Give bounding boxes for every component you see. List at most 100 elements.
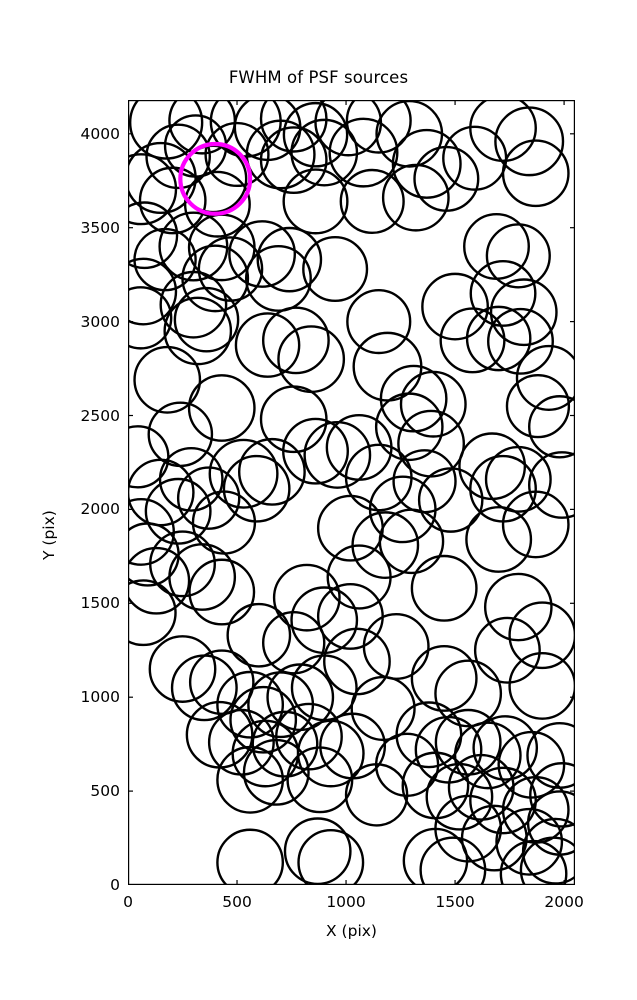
source-circle bbox=[487, 307, 554, 375]
source-circle bbox=[158, 446, 224, 512]
source-circle bbox=[339, 168, 405, 235]
source-circle bbox=[494, 106, 565, 177]
source-circle bbox=[191, 490, 257, 555]
y-tick-label: 1000 bbox=[80, 688, 120, 707]
y-tick-label: 3500 bbox=[80, 218, 120, 237]
page-title: FWHM of PSF sources bbox=[228, 68, 409, 87]
source-circle bbox=[234, 312, 301, 378]
source-circle bbox=[282, 417, 349, 485]
source-circle bbox=[145, 123, 211, 190]
y-tick-label: 2500 bbox=[80, 406, 120, 425]
source-circle bbox=[183, 170, 251, 238]
source-circle bbox=[128, 579, 177, 647]
y-tick-label: 2000 bbox=[80, 500, 120, 519]
source-circle bbox=[465, 505, 533, 573]
source-circle bbox=[181, 244, 250, 313]
source-circle bbox=[483, 572, 553, 642]
source-circle bbox=[485, 223, 551, 289]
source-circle bbox=[417, 467, 484, 533]
source-circle bbox=[158, 211, 229, 282]
source-circle bbox=[381, 163, 450, 232]
x-tick-label: 0 bbox=[123, 893, 133, 911]
x-tick-label: 2000 bbox=[544, 893, 584, 911]
source-circle bbox=[515, 344, 575, 411]
source-circle bbox=[261, 611, 326, 675]
source-circle bbox=[256, 226, 323, 293]
source-circle bbox=[283, 817, 352, 885]
source-circle bbox=[282, 168, 349, 235]
source-circle bbox=[519, 836, 575, 885]
source-circle bbox=[350, 675, 416, 742]
source-circle bbox=[302, 235, 369, 303]
source-circle bbox=[473, 616, 541, 684]
source-circle bbox=[374, 392, 444, 462]
source-circle bbox=[147, 401, 214, 468]
source-circle bbox=[465, 305, 532, 372]
source-circle bbox=[244, 244, 312, 312]
source-circle bbox=[159, 270, 228, 339]
source-circle bbox=[290, 654, 358, 722]
source-circle bbox=[173, 286, 240, 353]
plot-axes: 0 500 1000 1500 2000 2500 3000 3500 4000 0 500 100… bbox=[81, 100, 584, 911]
source-circle bbox=[508, 601, 575, 670]
source-circle bbox=[133, 345, 202, 414]
source-circle bbox=[528, 451, 575, 519]
source-circle bbox=[402, 827, 469, 885]
y-tick-label: 1500 bbox=[80, 594, 120, 613]
source-circle bbox=[286, 746, 354, 814]
source-circle bbox=[326, 544, 392, 610]
source-circle bbox=[242, 738, 310, 806]
source-circle bbox=[345, 100, 412, 154]
source-circle bbox=[148, 635, 217, 703]
source-circle bbox=[128, 546, 191, 615]
source-circle bbox=[328, 117, 399, 188]
source-circle bbox=[469, 259, 537, 327]
source-circle bbox=[344, 763, 409, 827]
source-circle bbox=[469, 766, 537, 835]
source-circle bbox=[149, 530, 216, 598]
source-circle bbox=[238, 437, 306, 506]
x-tick-label: 1000 bbox=[326, 893, 366, 911]
source-circle bbox=[128, 201, 179, 270]
source-circle bbox=[188, 558, 256, 626]
source-circle bbox=[208, 438, 279, 509]
source-circle bbox=[399, 370, 467, 438]
source-circle bbox=[229, 685, 298, 754]
source-circle bbox=[176, 466, 241, 530]
source-circle bbox=[410, 644, 478, 712]
source-circle bbox=[528, 395, 575, 459]
source-circle bbox=[501, 490, 570, 559]
source-circle bbox=[434, 708, 502, 776]
source-circle bbox=[499, 839, 568, 885]
y-tick-label: 3000 bbox=[80, 312, 120, 331]
source-circle bbox=[421, 272, 489, 341]
source-circle bbox=[128, 522, 180, 587]
source-circle bbox=[163, 296, 233, 366]
data-circles bbox=[128, 100, 575, 885]
source-circle bbox=[216, 670, 285, 739]
source-circle bbox=[392, 449, 457, 514]
source-circle bbox=[391, 128, 462, 199]
source-circle bbox=[245, 119, 316, 190]
source-circle bbox=[508, 652, 575, 720]
source-circle bbox=[259, 126, 328, 195]
source-circle bbox=[529, 762, 575, 828]
source-circle bbox=[297, 828, 365, 885]
source-circle bbox=[442, 125, 508, 191]
source-circle bbox=[484, 445, 552, 513]
source-circle bbox=[505, 373, 571, 439]
source-circle bbox=[228, 220, 297, 288]
y-tick-label: 0 bbox=[110, 876, 120, 894]
source-circle bbox=[216, 828, 285, 885]
source-circle bbox=[410, 554, 478, 622]
x-axis-label: X (pix) bbox=[326, 922, 377, 940]
source-circle bbox=[439, 307, 506, 374]
source-circle bbox=[188, 649, 255, 715]
source-circle bbox=[272, 563, 341, 632]
source-circle bbox=[489, 278, 558, 347]
y-tick-label: 4000 bbox=[80, 124, 120, 143]
source-circle bbox=[259, 385, 328, 454]
source-circle bbox=[128, 153, 178, 226]
highlighted-source-circle bbox=[178, 141, 253, 216]
